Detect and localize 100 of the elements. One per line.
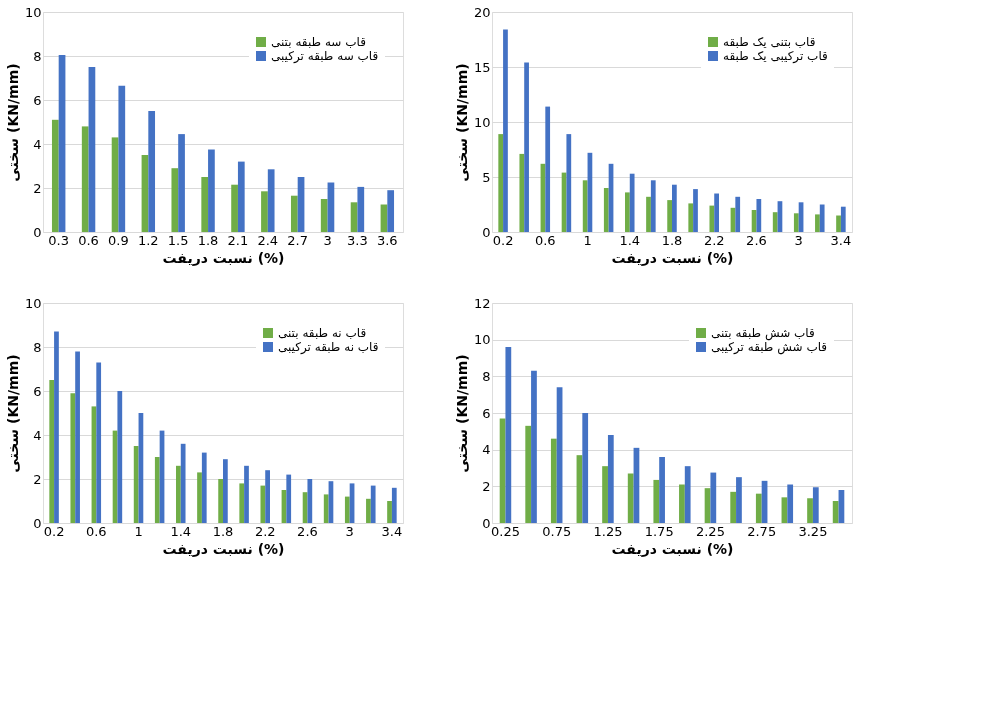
x-tick-label: 2.6: [746, 232, 767, 248]
legend-label: قاب شش طبقه ترکیبی: [711, 340, 828, 355]
y-tick-label: 8: [33, 48, 42, 64]
y-tick-label: 4: [33, 136, 42, 152]
x-tick-label: 3.3: [347, 232, 368, 248]
x-tick-label: 1.8: [197, 232, 219, 248]
bar: [566, 134, 572, 232]
x-tick-label: 2.2: [703, 232, 725, 248]
x-tick-label: 1.8: [661, 232, 683, 248]
bar: [840, 206, 846, 232]
x-tick-label: 0.75: [542, 523, 572, 539]
bar: [208, 149, 215, 232]
bar: [836, 215, 841, 232]
bar: [237, 161, 245, 232]
bar: [755, 493, 762, 523]
x-axis-title: نسبت دریفت (%): [162, 540, 285, 557]
x-tick-label: 0.2: [43, 523, 65, 539]
bar: [231, 184, 238, 232]
bar: [387, 501, 392, 523]
legend-label: قاب نه طبقه بتنی: [278, 326, 367, 340]
bar: [117, 391, 123, 523]
y-axis-title: سختی (KN/mm): [4, 63, 21, 182]
y-tick-label: 4: [33, 427, 42, 443]
y-tick-label: 10: [473, 332, 491, 348]
bar: [710, 472, 717, 523]
bar: [819, 204, 825, 232]
bar: [653, 479, 660, 523]
bar: [736, 477, 742, 523]
y-tick-label: 6: [482, 405, 491, 421]
x-tick-label: 0.6: [85, 523, 107, 539]
bar: [239, 483, 245, 523]
x-tick-label: 0.6: [78, 232, 99, 248]
y-tick-label: 10: [24, 4, 42, 20]
bar: [111, 137, 119, 232]
x-tick-label: 1.5: [167, 232, 189, 248]
x-tick-label: 2.4: [257, 232, 279, 248]
y-tick-label: 8: [33, 339, 42, 355]
bar: [832, 501, 839, 523]
bar: [387, 190, 395, 232]
bar: [366, 498, 371, 523]
x-tick-label: 1: [134, 523, 143, 539]
y-axis-title: سختی (KN/mm): [453, 63, 470, 182]
bar: [650, 180, 656, 232]
legend-label: قاب بتنی یک طبقه: [723, 35, 816, 49]
bar: [812, 487, 819, 523]
x-tick-label: 3: [345, 523, 354, 539]
bar: [582, 180, 588, 232]
bar: [218, 479, 223, 523]
x-tick-label: 0.3: [48, 232, 70, 248]
bar: [627, 473, 634, 523]
bar: [197, 472, 202, 523]
x-tick-label: 3: [794, 232, 803, 248]
bar: [545, 106, 551, 232]
x-axis-title: نسبت دریفت (%): [162, 249, 285, 266]
bar: [344, 496, 350, 523]
bar: [261, 191, 268, 232]
bar: [357, 186, 365, 232]
bar: [519, 153, 525, 232]
bar: [81, 126, 89, 232]
bar: [525, 425, 532, 523]
bar: [679, 484, 685, 523]
bar: [307, 479, 313, 523]
y-tick-label: 15: [473, 59, 491, 75]
x-axis-title: نسبت دریفت (%): [611, 249, 734, 266]
bar: [171, 168, 179, 232]
x-tick-label: 2.2: [254, 523, 276, 539]
legend-label: قاب سه طبقه بتنی: [271, 35, 366, 49]
y-tick-label: 0: [482, 515, 491, 531]
bar: [672, 184, 677, 232]
x-tick-label: 1: [583, 232, 592, 248]
bar: [505, 347, 512, 523]
bar: [223, 459, 228, 523]
bar: [260, 485, 266, 523]
bar: [286, 474, 292, 523]
bar: [793, 213, 799, 232]
y-tick-label: 0: [33, 515, 42, 531]
x-tick-label: 3.4: [381, 523, 403, 539]
x-tick-label: 3.6: [376, 232, 398, 248]
bar: [265, 470, 270, 523]
x-tick-label: 0.9: [108, 232, 129, 248]
bar: [75, 351, 80, 523]
bar: [320, 199, 328, 232]
x-tick-label: 3.4: [830, 232, 852, 248]
x-tick-label: 3.25: [798, 523, 828, 539]
y-tick-label: 10: [473, 114, 491, 130]
bar: [714, 193, 719, 232]
y-tick-label: 6: [33, 92, 42, 108]
y-tick-label: 6: [33, 383, 42, 399]
bar: [180, 443, 186, 523]
y-tick-label: 4: [482, 442, 491, 458]
bar: [133, 446, 139, 523]
x-tick-label: 1.8: [212, 523, 234, 539]
x-tick-label: 1.4: [170, 523, 192, 539]
bar: [625, 192, 630, 232]
x-tick-label: 2.1: [227, 232, 249, 248]
bar: [370, 485, 376, 523]
x-tick-label: 2.7: [287, 232, 309, 248]
bar: [709, 205, 715, 232]
y-tick-label: 8: [482, 368, 491, 384]
y-axis-title: سختی (KN/mm): [4, 354, 21, 473]
